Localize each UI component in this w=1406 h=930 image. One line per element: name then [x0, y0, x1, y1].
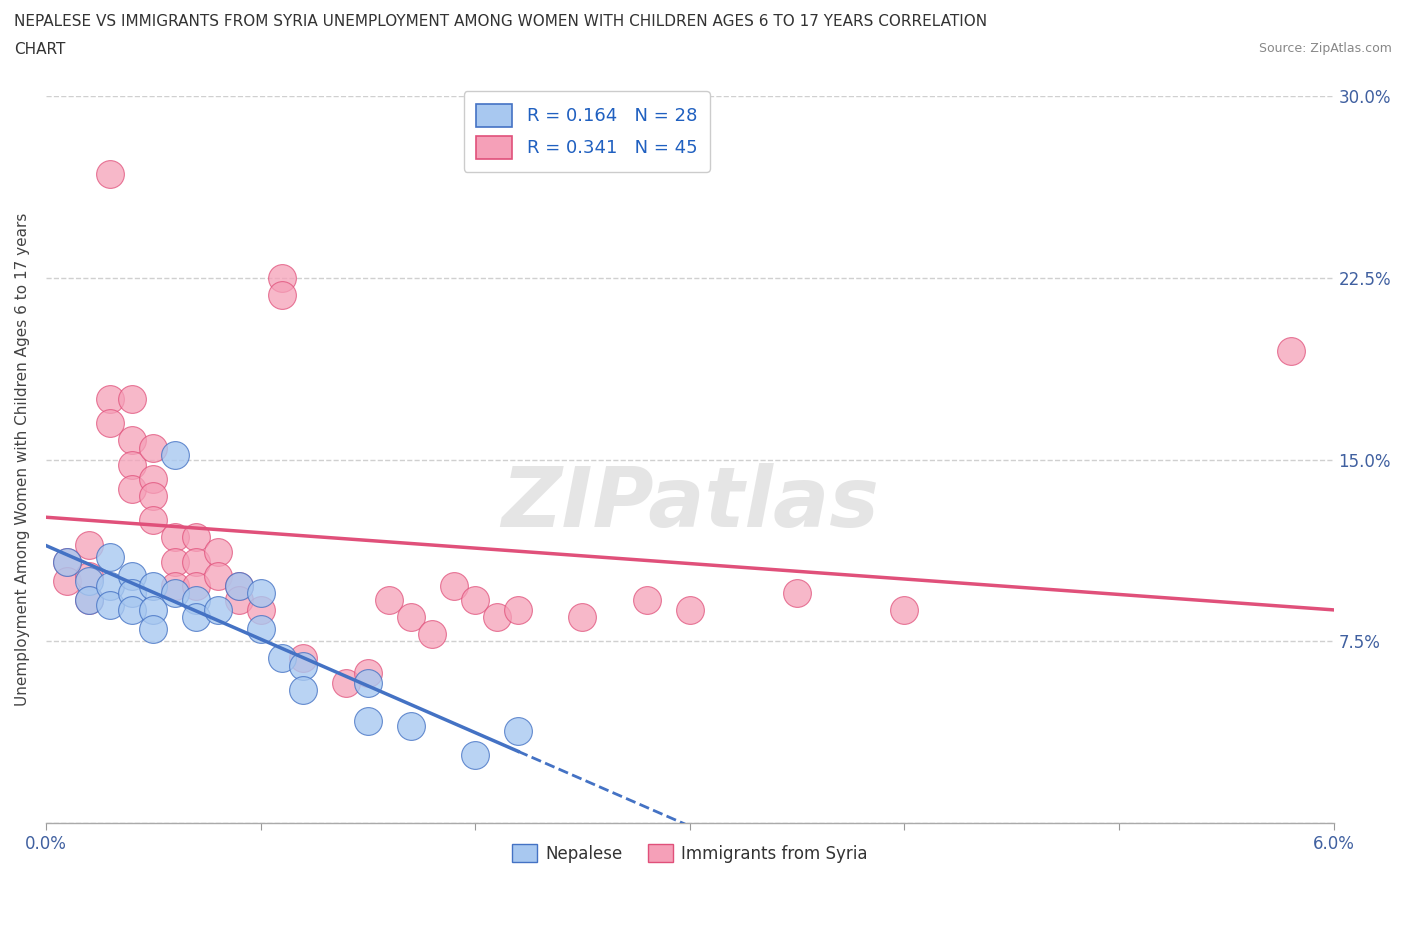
Point — [228, 592, 250, 607]
Point — [186, 610, 208, 625]
Point — [357, 666, 380, 681]
Point — [142, 578, 165, 593]
Point — [271, 271, 294, 286]
Point — [77, 592, 100, 607]
Point — [121, 482, 143, 497]
Point — [98, 550, 121, 565]
Point — [786, 586, 808, 601]
Point — [443, 578, 465, 593]
Point — [228, 578, 250, 593]
Point — [142, 622, 165, 637]
Point — [506, 724, 529, 738]
Point — [271, 287, 294, 302]
Point — [77, 538, 100, 552]
Point — [142, 603, 165, 618]
Point — [207, 544, 229, 559]
Point — [142, 512, 165, 527]
Text: CHART: CHART — [14, 42, 66, 57]
Text: ZIPatlas: ZIPatlas — [501, 463, 879, 544]
Point — [271, 651, 294, 666]
Legend: Nepalese, Immigrants from Syria: Nepalese, Immigrants from Syria — [505, 838, 875, 870]
Point — [399, 610, 422, 625]
Point — [163, 554, 186, 569]
Point — [249, 586, 271, 601]
Point — [420, 627, 443, 642]
Point — [228, 578, 250, 593]
Point — [357, 714, 380, 729]
Point — [636, 592, 658, 607]
Point — [163, 578, 186, 593]
Point — [121, 433, 143, 448]
Point — [98, 598, 121, 613]
Point — [292, 683, 315, 698]
Text: Source: ZipAtlas.com: Source: ZipAtlas.com — [1258, 42, 1392, 55]
Text: NEPALESE VS IMMIGRANTS FROM SYRIA UNEMPLOYMENT AMONG WOMEN WITH CHILDREN AGES 6 : NEPALESE VS IMMIGRANTS FROM SYRIA UNEMPL… — [14, 14, 987, 29]
Point — [186, 554, 208, 569]
Point — [142, 472, 165, 486]
Point — [121, 458, 143, 472]
Point — [163, 530, 186, 545]
Point — [464, 592, 486, 607]
Point — [142, 488, 165, 503]
Point — [77, 592, 100, 607]
Y-axis label: Unemployment Among Women with Children Ages 6 to 17 years: Unemployment Among Women with Children A… — [15, 213, 30, 707]
Point — [485, 610, 508, 625]
Point — [77, 568, 100, 583]
Point — [1279, 343, 1302, 358]
Point — [335, 675, 357, 690]
Point — [56, 574, 79, 589]
Point — [163, 447, 186, 462]
Point — [98, 392, 121, 406]
Point — [399, 719, 422, 734]
Point — [121, 603, 143, 618]
Point — [292, 658, 315, 673]
Point — [357, 675, 380, 690]
Point — [121, 586, 143, 601]
Point — [464, 748, 486, 763]
Point — [378, 592, 401, 607]
Point — [506, 603, 529, 618]
Point — [679, 603, 702, 618]
Point — [893, 603, 915, 618]
Point — [186, 592, 208, 607]
Point — [98, 578, 121, 593]
Point — [186, 530, 208, 545]
Point — [77, 574, 100, 589]
Point — [207, 568, 229, 583]
Point — [292, 651, 315, 666]
Point — [249, 603, 271, 618]
Point — [163, 586, 186, 601]
Point — [186, 578, 208, 593]
Point — [56, 554, 79, 569]
Point — [56, 554, 79, 569]
Point — [207, 603, 229, 618]
Point — [121, 392, 143, 406]
Point — [571, 610, 593, 625]
Point — [249, 622, 271, 637]
Point — [142, 440, 165, 455]
Point — [121, 568, 143, 583]
Point — [98, 166, 121, 181]
Point — [98, 416, 121, 431]
